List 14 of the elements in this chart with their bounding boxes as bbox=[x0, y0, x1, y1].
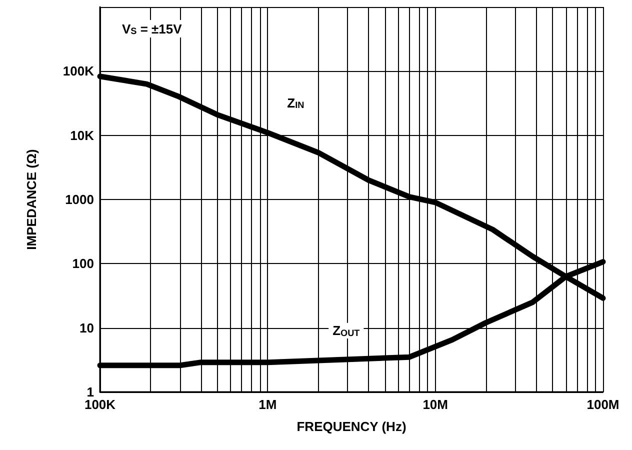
y-axis-title: IMPEDANCE (Ω) bbox=[24, 149, 39, 250]
x-axis-title: FREQUENCY (Hz) bbox=[296, 419, 406, 434]
text: ZIN bbox=[287, 95, 304, 110]
y-tick-label: 10K bbox=[70, 128, 95, 143]
y-tick-label: 100K bbox=[62, 64, 95, 79]
x-tick-label: 1M bbox=[258, 397, 277, 412]
y-tick-label: 1000 bbox=[65, 192, 94, 207]
y-tick-label: 1 bbox=[86, 384, 94, 400]
x-tick-label: 10M bbox=[422, 397, 448, 412]
y-tick-label: 100 bbox=[72, 256, 94, 272]
annotation: VS = ±15V bbox=[122, 21, 182, 36]
series-label: ZOUT bbox=[332, 323, 360, 338]
y-tick-label: 10 bbox=[80, 320, 94, 336]
x-tick-label: 100M bbox=[586, 397, 620, 412]
